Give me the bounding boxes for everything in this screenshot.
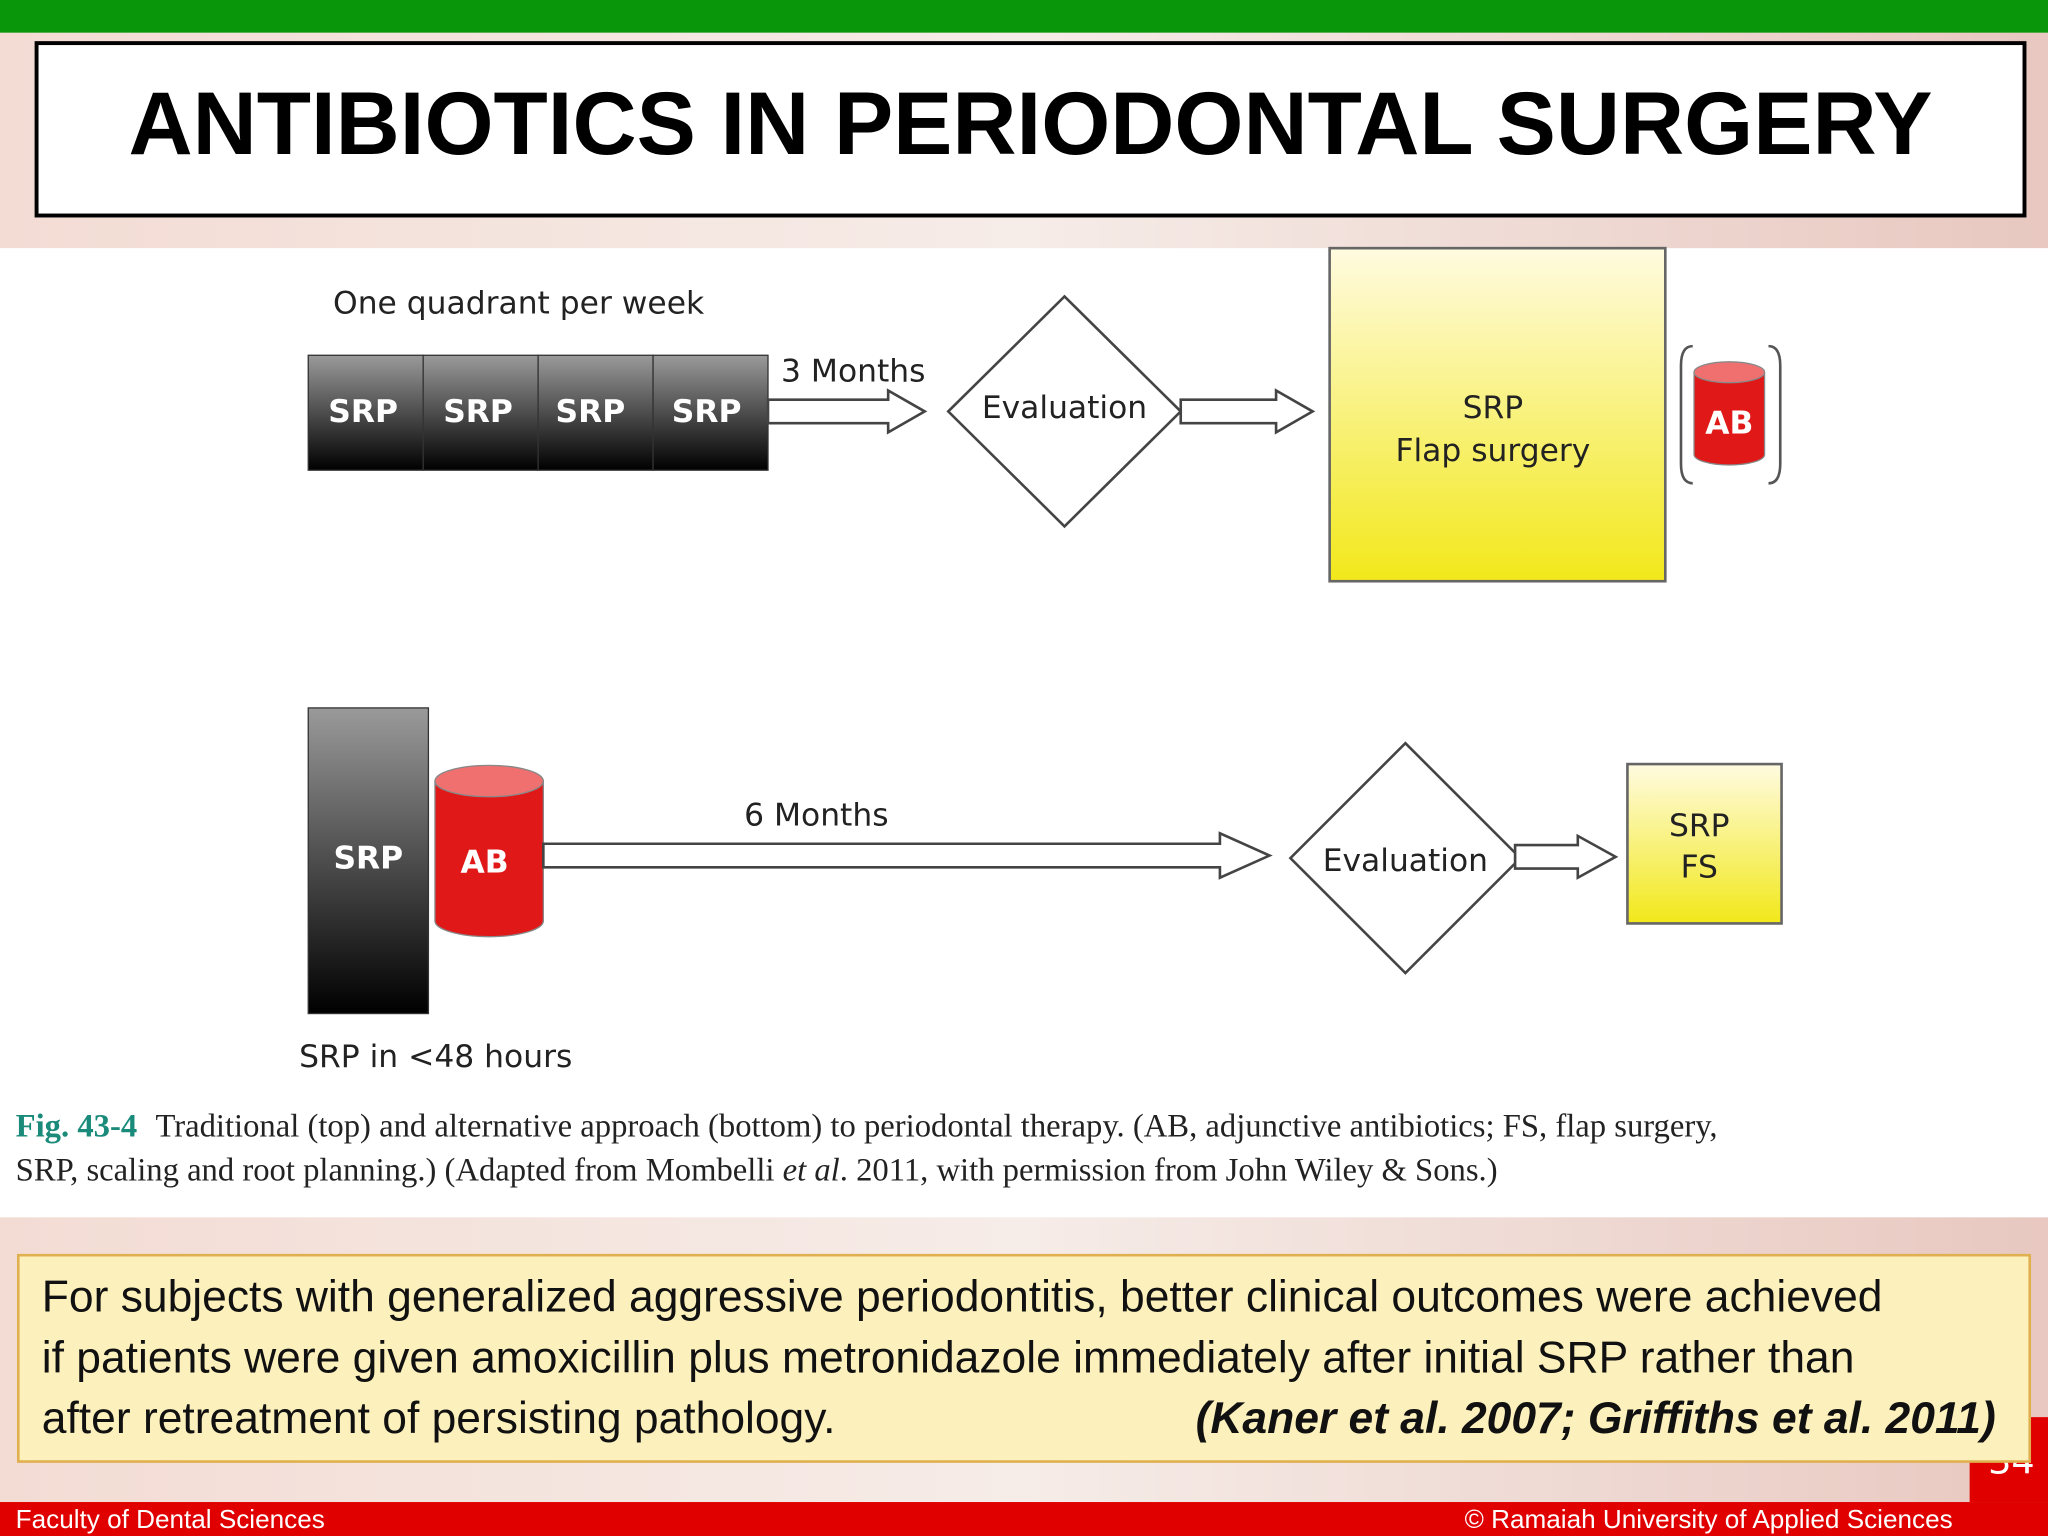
result-text: FS (1681, 850, 1718, 886)
diagram-label: One quadrant per week (333, 285, 705, 321)
interval: 6 Months (744, 797, 888, 833)
cylinder-top (1693, 361, 1766, 384)
citation: (Kaner et al. 2007; Griffiths et al. 201… (1196, 1394, 1996, 1443)
caption-text: . 2011, with permission from John Wiley … (840, 1153, 1498, 1189)
figure-number: Fig. 43-4 (16, 1108, 137, 1144)
footer-right: © Ramaiah University of Applied Sciences (1465, 1504, 1953, 1534)
antibiotic: AB (1705, 406, 1753, 442)
evaluation: Evaluation (1323, 843, 1488, 879)
diagram-label: SRP in <48 hours (299, 1039, 572, 1075)
note-line: after retreatment of persisting patholog… (42, 1394, 836, 1443)
result-box (1328, 246, 1667, 583)
antibiotic: AB (461, 844, 509, 880)
evaluation: Evaluation (982, 390, 1147, 426)
caption-line: Fig. 43-4 Traditional (top) and alternati… (16, 1108, 1718, 1144)
arrow (766, 388, 928, 435)
srp-text: SRP (556, 394, 626, 430)
result-text: SRP (1669, 808, 1730, 844)
srp-blocks: SRP SRP SRP SRP (307, 354, 769, 471)
bracket (1679, 344, 1782, 485)
result-text: Flap surgery (1395, 433, 1590, 469)
title: ANTIBIOTICS IN PERIODONTAL SURGERY (129, 74, 1933, 173)
arrow (1513, 833, 1619, 880)
result-box (1626, 762, 1783, 925)
cylinder (434, 781, 544, 938)
srp-text: SRP (443, 394, 513, 430)
caption-text: et al (783, 1153, 840, 1189)
arrow (1179, 388, 1316, 435)
note-line: if patients were given amoxicillin plus … (42, 1334, 1855, 1383)
note-line: For subjects with generalized aggressive… (42, 1272, 1883, 1321)
cylinder-top (434, 764, 544, 798)
title-box (34, 41, 2027, 218)
caption-text: Traditional (top) and alternative approa… (155, 1108, 1717, 1144)
caption-text: SRP, scaling and root planning.) (Adapte… (16, 1153, 783, 1189)
note-box (16, 1253, 2032, 1463)
caption-line: SRP, scaling and root planning.) (Adapte… (16, 1153, 1498, 1189)
arrow (542, 831, 1273, 880)
interval: 3 Months (781, 353, 925, 389)
top-bar (0, 0, 2048, 33)
srp-text: SRP (328, 394, 398, 430)
srp-block (537, 354, 654, 471)
cylinder (1693, 372, 1766, 466)
srp-text: SRP (333, 841, 403, 877)
result-text: SRP (1463, 390, 1524, 426)
decision-diamond (946, 294, 1183, 529)
footer-bar (0, 1502, 2048, 1536)
srp-block (652, 354, 769, 471)
srp-bar (307, 707, 430, 1015)
decision-diamond (1288, 741, 1523, 975)
srp-text: SRP (672, 394, 742, 430)
footer-left: Faculty of Dental Sciences (16, 1504, 325, 1534)
